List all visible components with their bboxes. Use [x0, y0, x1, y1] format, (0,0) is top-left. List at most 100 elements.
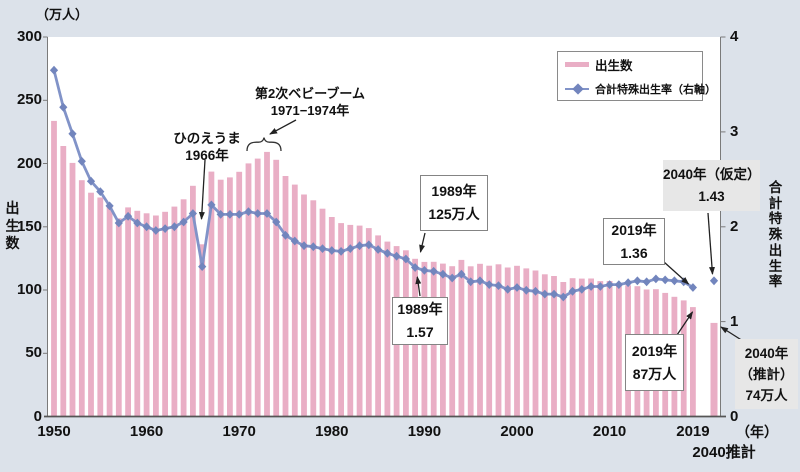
fertility-rate-point-1951: [59, 102, 68, 112]
left-axis-label-200: 200: [16, 154, 42, 172]
birth-bar-2003: [541, 274, 548, 417]
diamond-marker-icon: [571, 83, 584, 95]
fertility-rate-point-1976: [290, 236, 299, 246]
fertility-rate-point-1999: [503, 285, 512, 294]
left-axis-label-50: 50: [25, 344, 42, 362]
birth-bar-1954: [88, 192, 94, 417]
fertility-rate-point-1997: [485, 280, 494, 289]
fertility-rate-point-1994: [457, 269, 466, 279]
x-axis-label-2019: 2019: [676, 423, 710, 440]
legend-item-births: 出生数: [565, 55, 702, 74]
fertility-rate-point-1974: [272, 217, 281, 227]
fertility-rate-point-1990: [420, 266, 429, 275]
birth-bar-1968: [217, 179, 224, 417]
birth-bar-2011: [616, 283, 622, 417]
arrow-baby-boom: [269, 119, 297, 135]
birth-bar-1964: [180, 199, 187, 417]
birth-bar-2019: [690, 307, 696, 417]
fertility-rate-point-1983: [355, 241, 364, 251]
axes: [43, 36, 726, 418]
x-axis-label-2000: 2000: [500, 423, 534, 440]
x-axis-label-2010: 2010: [592, 423, 627, 440]
birth-bar-2006: [569, 278, 576, 417]
fertility-rate-point-1952: [68, 129, 77, 139]
births-swatch-icon: [565, 62, 589, 67]
x-axis-label-1990: 1990: [407, 423, 442, 440]
birth-bar-1974: [273, 159, 280, 417]
fertility-rate-point-2002: [531, 286, 540, 296]
fertility-rate-point-1957: [114, 218, 123, 228]
fertility-rate-point-2016: [661, 275, 670, 285]
birth-bar-1967: [208, 171, 215, 417]
birth-bar-1977: [301, 194, 307, 417]
birth-bar-1973: [264, 151, 270, 417]
annotation-2040-fertility-rate-assumption: 2040年（仮定） 1.43: [663, 160, 761, 211]
annotation-arrows: [198, 119, 744, 342]
birth-bar-2001: [523, 268, 530, 417]
fertility-rate-point-1975: [281, 230, 290, 240]
birth-bar-1963: [171, 206, 178, 417]
annotation-second-baby-boom: 第2次ベビーブーム 1971−1974年: [254, 86, 366, 118]
left-axis-label-100: 100: [16, 281, 42, 298]
arrow-2040-tfr: [707, 212, 715, 275]
left-axis-label-300: 300: [16, 28, 42, 45]
fertility-line-swatch-icon: [565, 83, 589, 95]
fertility-rate-point-1980: [327, 246, 336, 255]
fertility-rate-point-1958: [124, 211, 133, 221]
fertility-rate-point-2040: [709, 276, 719, 286]
fertility-rate-point-1978: [309, 242, 318, 252]
birth-bar-1999: [504, 267, 511, 417]
birth-bar-1957: [115, 218, 122, 417]
birth-bar-2040: [710, 322, 718, 417]
fertility-rate-point-1971: [244, 207, 253, 216]
fertility-rate-point-2011: [614, 280, 623, 289]
birth-bar-2009: [597, 281, 604, 417]
fertility-rate-point-1955: [96, 187, 105, 196]
birth-bar-1951: [60, 146, 67, 417]
fertility-rate-point-2008: [587, 282, 596, 291]
birth-bar-1984: [365, 228, 372, 417]
fertility-rate-point-1979: [318, 244, 327, 253]
brace-1971-1974: [246, 137, 282, 152]
birth-bar-1969: [227, 177, 233, 417]
right-axis-label-4: 4: [730, 28, 739, 45]
annotation-hinoeuma: ひのえうま 1966年: [173, 131, 241, 163]
birth-bar-2010: [606, 281, 613, 417]
birth-bar-1978: [310, 200, 317, 417]
arrow-hinoeuma: [198, 159, 206, 220]
fertility-rate-point-2012: [624, 278, 633, 288]
fertility-rate-point-2001: [522, 285, 531, 295]
fertility-rate-point-1992: [438, 269, 447, 279]
fertility-rate-point-1973: [262, 209, 272, 218]
x-axis-label-1950: 1950: [37, 423, 71, 440]
birth-bar-1962: [162, 211, 168, 417]
birth-bar-1997: [486, 265, 493, 417]
birth-bar-2007: [578, 278, 585, 417]
arrow-2019-tfr: [663, 261, 690, 285]
fertility-rate-point-1956: [105, 201, 114, 211]
left-axis-unit: （万人）: [36, 7, 89, 22]
birth-bar-1971: [245, 163, 252, 417]
annotation-1989-fertility-rate: 1989年 1.57: [392, 297, 448, 345]
left-axis-label-250: 250: [16, 91, 42, 109]
fertility-rate-point-1953: [77, 156, 86, 166]
birth-bar-1994: [458, 259, 465, 417]
fertility-rate-point-1986: [383, 248, 392, 258]
birth-bar-1982: [347, 224, 354, 417]
legend-item-fertility-rate: 合計特殊出生率（右軸）: [565, 81, 716, 97]
birth-bar-1950: [51, 120, 57, 417]
birth-bar-2004: [551, 276, 557, 417]
fertility-rate-point-1981: [337, 247, 346, 256]
birth-bar-1960: [143, 213, 150, 417]
right-axis-label-1: 1: [730, 312, 739, 330]
birth-bar-1981: [338, 223, 344, 417]
birth-bar-1972: [254, 158, 261, 417]
birth-bar-1953: [78, 180, 85, 417]
fertility-rate-point-2007: [577, 285, 586, 294]
arrow-1989-births: [419, 232, 426, 253]
birth-bar-1995: [467, 266, 474, 417]
fertility-rate-point-1984: [364, 240, 373, 250]
annotation-2019-births: 2019年 87万人: [625, 334, 684, 391]
fertility-rate-point-2019: [688, 283, 697, 292]
fertility-rate-point-1962: [161, 224, 170, 233]
